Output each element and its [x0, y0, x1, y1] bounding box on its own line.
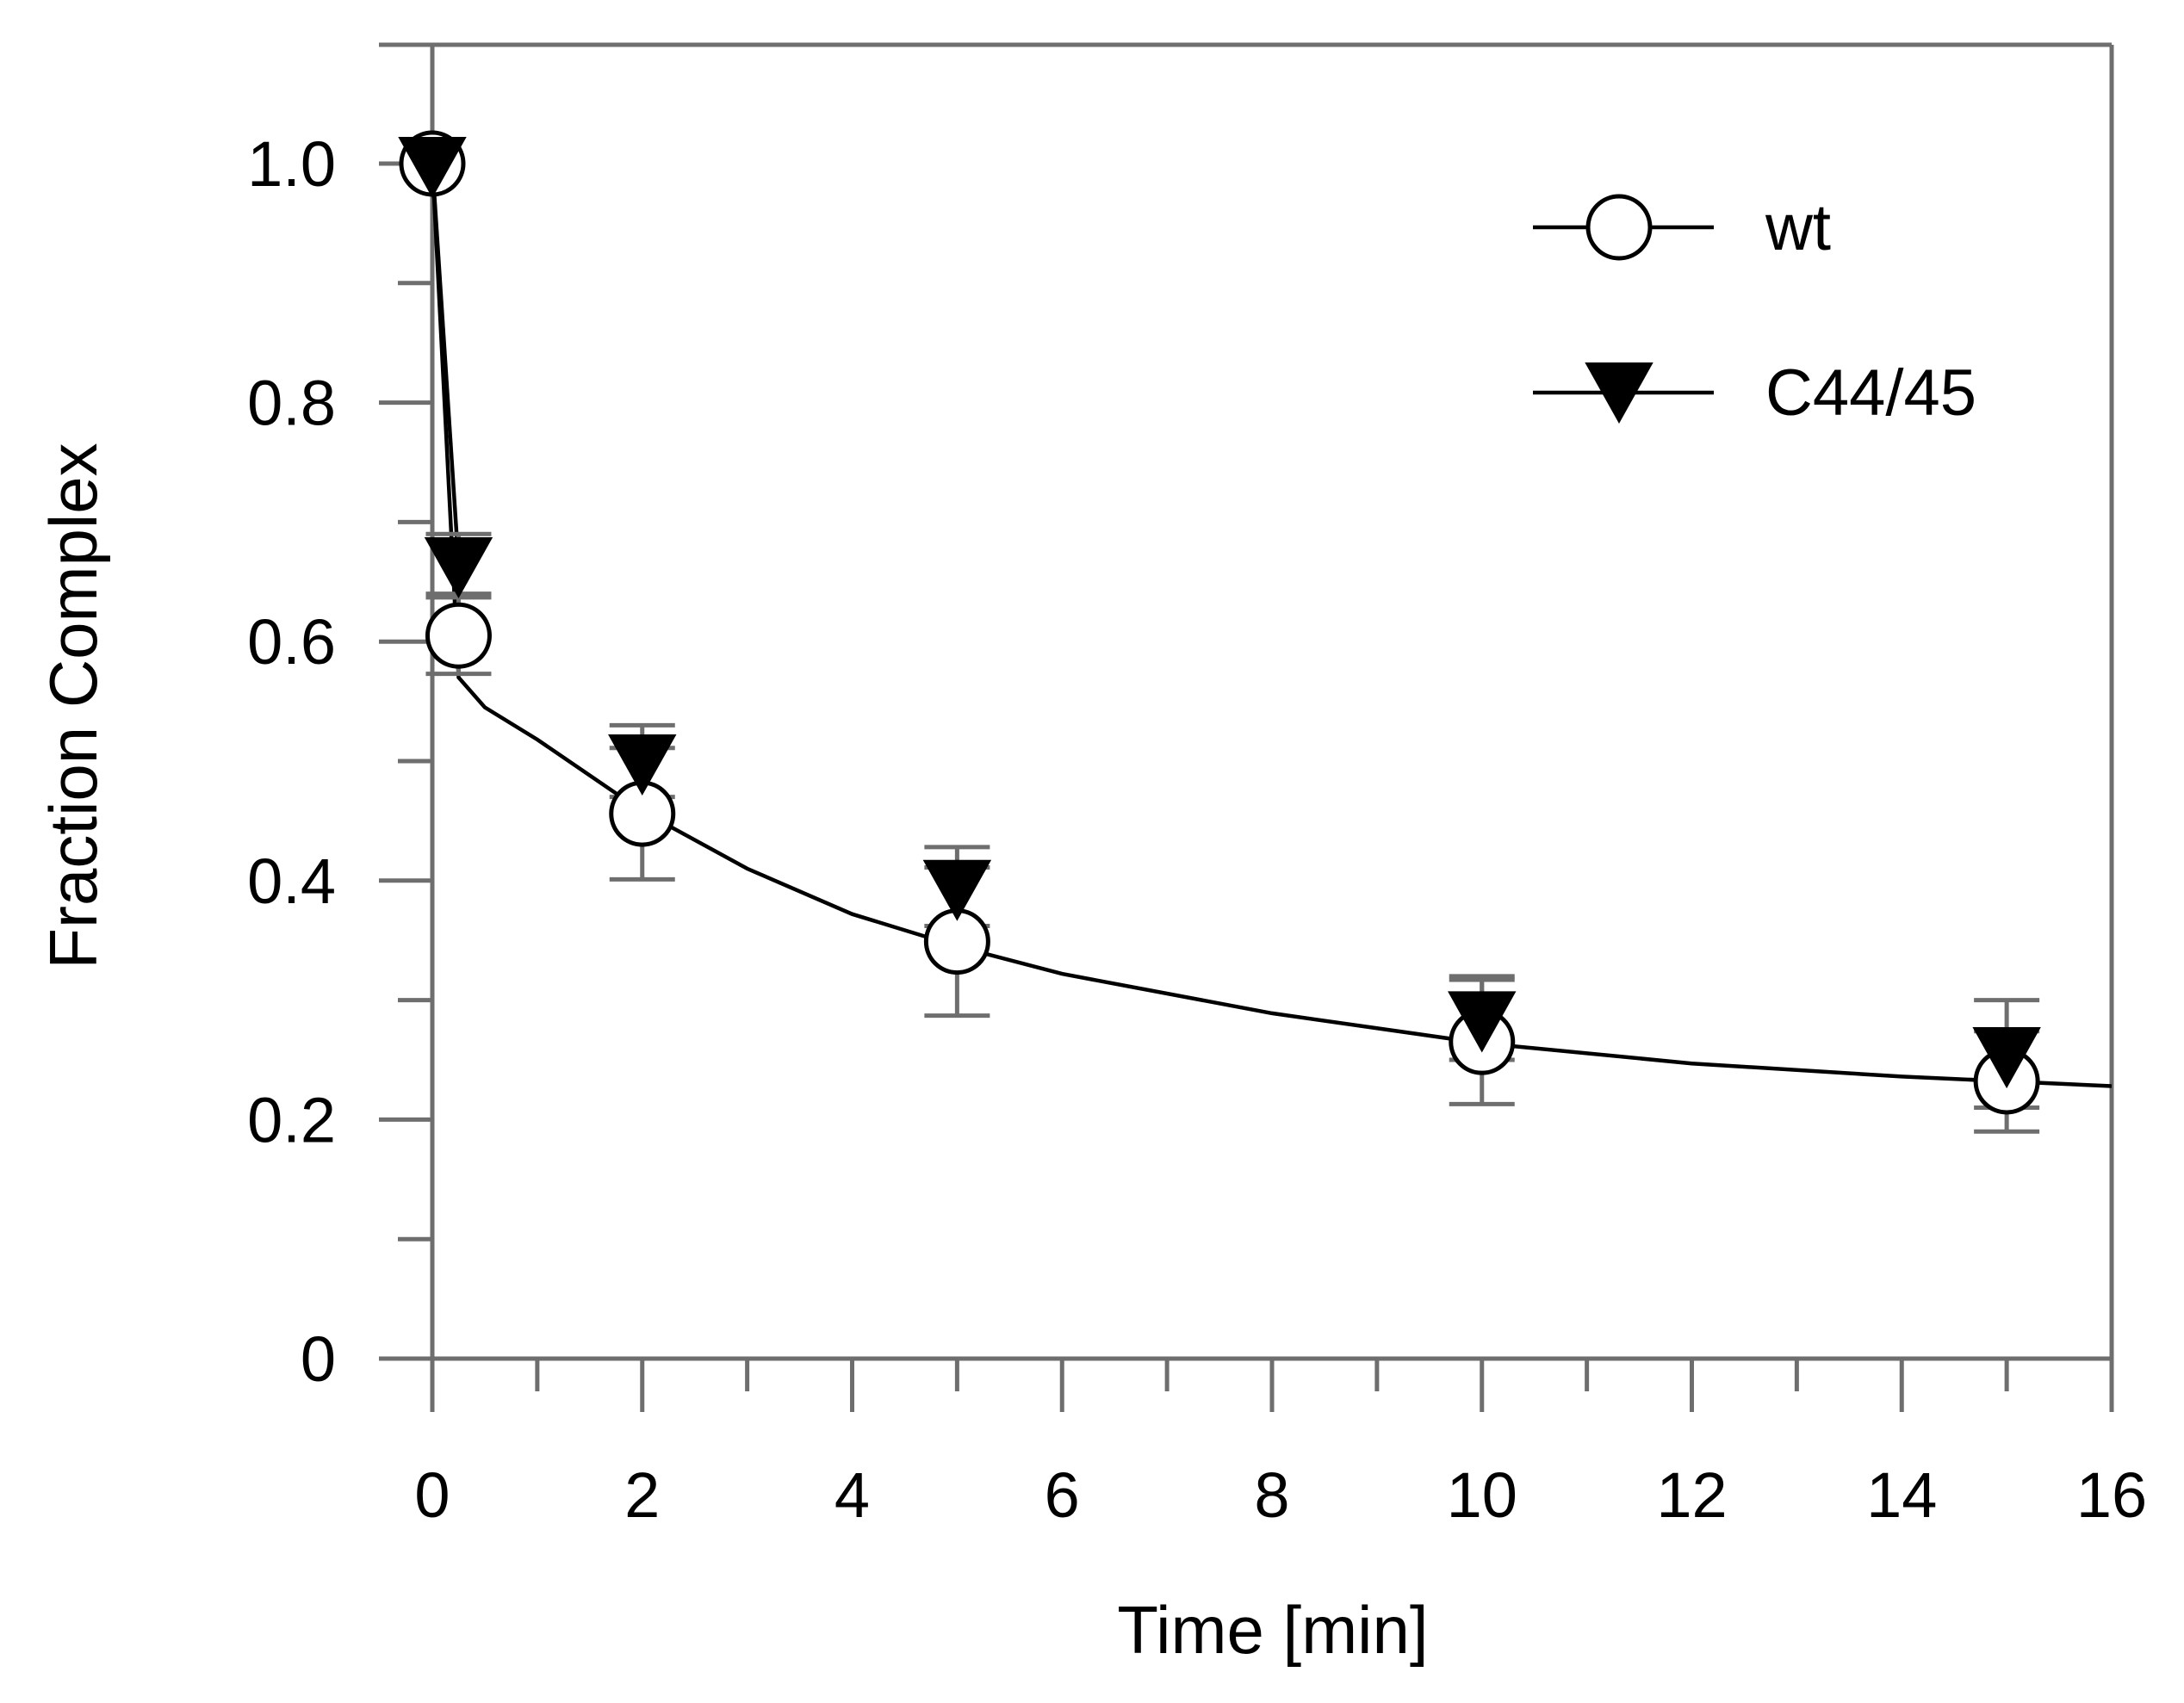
c44-45-point: [608, 734, 677, 796]
c44-45-point: [398, 137, 467, 199]
legend: wt C44/45: [1533, 191, 1976, 430]
x-tick-label: 0: [414, 1459, 450, 1531]
x-tick-label: 8: [1254, 1459, 1289, 1531]
legend-label-c44-45: C44/45: [1765, 356, 1976, 430]
fit-curve: [430, 163, 2113, 1088]
y-tick-label: 1.0: [247, 128, 336, 200]
x-tick-label: 2: [624, 1459, 660, 1531]
y-tick-label: 0.2: [247, 1084, 336, 1155]
y-tick-label: 0.6: [247, 606, 336, 678]
plot-frame: [379, 42, 2114, 1361]
x-tick-label: 4: [835, 1459, 870, 1531]
legend-marker-wt: [1585, 194, 1653, 261]
x-tick-label: 12: [1656, 1459, 1727, 1531]
c44-45-point: [1448, 991, 1517, 1053]
c44-45-point: [922, 859, 992, 921]
legend-label-wt: wt: [1765, 191, 1831, 264]
c44-45-drop-line: [430, 163, 461, 565]
c44-45-point: [424, 536, 493, 599]
wt-point: [425, 602, 492, 669]
x-tick-label: 14: [1866, 1459, 1937, 1531]
y-tick-label: 0.8: [247, 368, 336, 439]
y-axis-title: Fraction Complex: [35, 443, 111, 969]
x-tick-label: 16: [2076, 1459, 2147, 1531]
c44-45-point: [1972, 1027, 2041, 1089]
x-tick-label: 10: [1447, 1459, 1517, 1531]
data-markers: [398, 130, 2041, 1115]
y-tick-label: 0: [301, 1323, 336, 1395]
x-tick-label: 6: [1045, 1459, 1080, 1531]
y-tick-label: 0.4: [247, 845, 336, 917]
x-axis-title: Time [min]: [1117, 1592, 1428, 1668]
y-axis-ticks: 0 0.2 0.4 0.6 0.8 1.0: [247, 128, 432, 1395]
x-axis-ticks: 0 2 4 6 8 10 12 14 16: [414, 1359, 2147, 1531]
legend-marker-c44-45: [1585, 362, 1654, 424]
fit-curve-group: [430, 163, 2113, 1088]
